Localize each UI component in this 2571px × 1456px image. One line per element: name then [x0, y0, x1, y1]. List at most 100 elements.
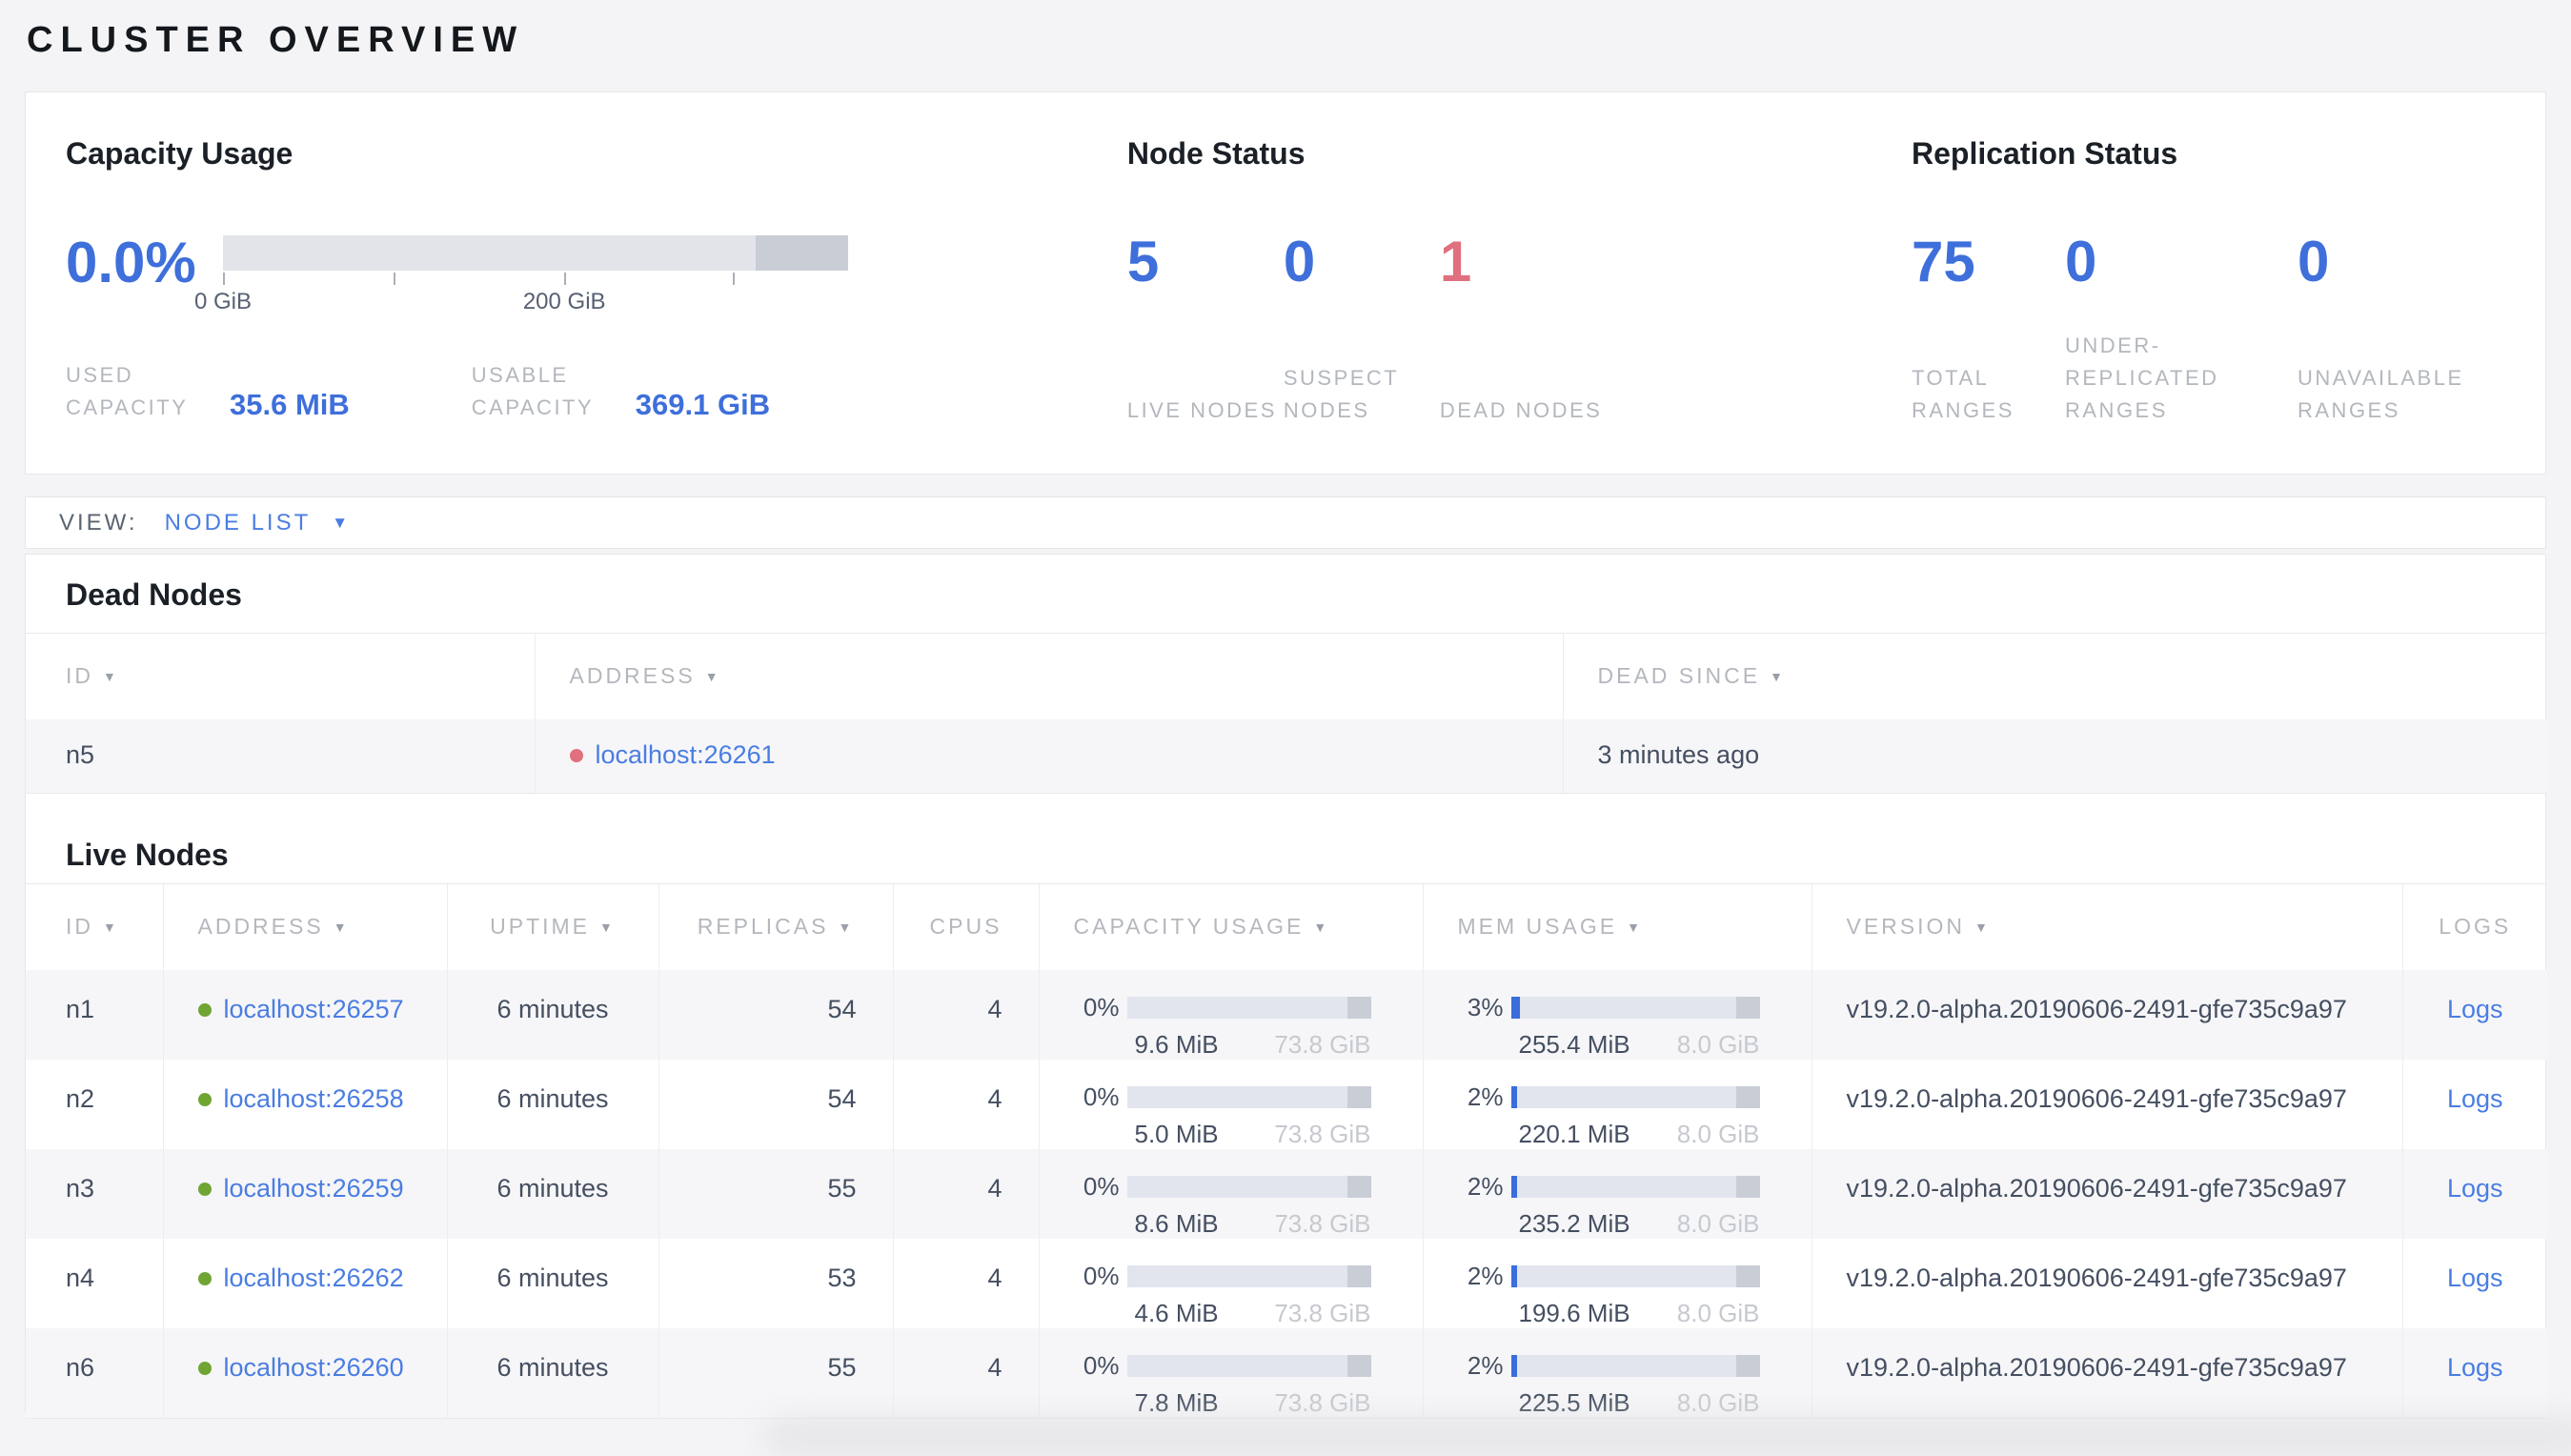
sort-arrow-icon: ▼ — [704, 669, 721, 685]
sort-arrow-icon: ▼ — [1313, 920, 1330, 936]
live-col-logs[interactable]: LOGS — [2401, 883, 2547, 970]
chevron-down-icon[interactable]: ▼ — [332, 513, 349, 532]
sort-arrow-icon: ▼ — [333, 920, 350, 936]
usable-capacity-value: 369.1 GiB — [635, 388, 771, 421]
capacity-usage-heading: Capacity Usage — [66, 136, 294, 171]
dead-nodes-label: DEAD NODES — [1439, 398, 1603, 422]
live-col-uptime[interactable]: UPTIME ▼ — [446, 883, 658, 970]
page-title: CLUSTER OVERVIEW — [27, 20, 525, 60]
node-id: n1 — [26, 969, 163, 1060]
capacity-bar — [1126, 996, 1371, 1019]
capacity-bar — [1126, 1264, 1371, 1287]
under-replicated-count: 0 — [2065, 230, 2097, 293]
dead-col-address[interactable]: ADDRESS ▼ — [534, 633, 1563, 719]
dead-nodes-stat: 1 DEAD NODES — [1439, 230, 1630, 427]
mem-bar-dark-segment — [1735, 1085, 1760, 1108]
capacity-percent: 0% — [1083, 1171, 1120, 1201]
capacity-total-value: 73.8 GiB — [1274, 1387, 1371, 1417]
total-ranges-label: TOTAL RANGES — [1912, 366, 2014, 422]
capacity-bar-dark-segment — [1347, 996, 1371, 1019]
live-col-replicas[interactable]: REPLICAS ▼ — [658, 883, 893, 970]
tick-label-0gib: 0 GiB — [193, 289, 253, 314]
node-address-link[interactable]: localhost:26262 — [223, 1263, 404, 1292]
dead-node-row: n5 localhost:26261 3 minutes ago — [26, 718, 2547, 794]
logs-link[interactable]: Logs — [2446, 994, 2503, 1023]
view-label: VIEW: — [59, 509, 138, 536]
mem-bar — [1510, 996, 1760, 1019]
sort-arrow-icon: ▼ — [1974, 920, 1991, 936]
replication-status-section: Replication Status 75 TOTAL RANGES 0 UND… — [1912, 92, 2545, 474]
node-live-dot-icon — [197, 1092, 212, 1106]
mem-used-value: 220.1 MiB — [1518, 1119, 1630, 1148]
node-id: n2 — [66, 1083, 95, 1113]
suspect-nodes-count: 0 — [1283, 230, 1316, 293]
node-live-dot-icon — [197, 1271, 212, 1285]
live-node-row: n3 localhost:26259 6 minutes 55 4 0% 8.6… — [26, 1148, 2547, 1239]
capacity-gauge: 0 GiB 200 GiB — [194, 235, 848, 314]
live-col-version[interactable]: VERSION ▼ — [1811, 883, 2402, 970]
live-col-address[interactable]: ADDRESS ▼ — [162, 883, 447, 970]
live-col-capacity-usage[interactable]: CAPACITY USAGE ▼ — [1038, 883, 1423, 970]
mem-bar — [1510, 1085, 1760, 1108]
logs-link[interactable]: Logs — [2446, 1263, 2503, 1292]
node-uptime: 6 minutes — [446, 1327, 658, 1419]
mem-bar — [1510, 1175, 1760, 1198]
capacity-used-value: 9.6 MiB — [1134, 1029, 1219, 1059]
mem-total-value: 8.0 GiB — [1676, 1029, 1760, 1059]
logs-link[interactable]: Logs — [2446, 1173, 2503, 1203]
live-col-id[interactable]: ID ▼ — [26, 883, 163, 970]
capacity-gauge-ticks — [223, 271, 848, 285]
mem-bar — [1510, 1264, 1760, 1287]
dead-nodes-count: 1 — [1439, 230, 1472, 293]
capacity-total-value: 73.8 GiB — [1274, 1298, 1371, 1327]
mem-percent: 2% — [1467, 1261, 1504, 1290]
node-live-dot-icon — [197, 1361, 212, 1375]
mem-percent: 2% — [1467, 1082, 1504, 1111]
replication-status-heading: Replication Status — [1912, 136, 2178, 171]
capacity-total-value: 73.8 GiB — [1274, 1208, 1371, 1238]
dead-col-dead-since[interactable]: DEAD SINCE ▼ — [1562, 633, 2547, 719]
node-address-link[interactable]: localhost:26258 — [223, 1083, 404, 1113]
used-capacity-value: 35.6 MiB — [230, 388, 350, 421]
node-capacity-usage: 0% 9.6 MiB 73.8 GiB — [1038, 969, 1423, 1060]
node-cpus: 4 — [892, 969, 1039, 1060]
live-col-cpus[interactable]: CPUS — [892, 883, 1039, 970]
capacity-percent: 0% — [1083, 1082, 1120, 1111]
logs-link[interactable]: Logs — [2446, 1083, 2503, 1113]
mem-total-value: 8.0 GiB — [1676, 1119, 1760, 1148]
node-mem-usage: 2% 220.1 MiB 8.0 GiB — [1422, 1059, 1812, 1149]
capacity-gauge-dark-segment — [755, 235, 848, 271]
capacity-bar-dark-segment — [1347, 1264, 1371, 1287]
tick-label-200gib: 200 GiB — [522, 289, 606, 314]
live-nodes-stat: 5 LIVE NODES — [1127, 233, 1284, 427]
live-col-mem-usage[interactable]: MEM USAGE ▼ — [1422, 883, 1812, 970]
sort-arrow-icon: ▼ — [838, 920, 855, 936]
under-replicated-ranges-stat: 0 UNDER-REPLICATED RANGES — [2065, 230, 2298, 427]
node-address-link[interactable]: localhost:26261 — [595, 739, 776, 769]
node-address-link[interactable]: localhost:26259 — [223, 1173, 404, 1203]
dead-col-id[interactable]: ID ▼ — [26, 633, 535, 719]
mem-bar-dark-segment — [1735, 1175, 1760, 1198]
node-status-heading: Node Status — [1126, 136, 1306, 171]
node-id: n6 — [26, 1327, 163, 1419]
view-dropdown[interactable]: NODE LIST — [164, 509, 312, 536]
node-replicas: 53 — [658, 1238, 893, 1328]
mem-bar-dark-segment — [1735, 996, 1760, 1019]
mem-bar — [1510, 1354, 1760, 1377]
mem-total-value: 8.0 GiB — [1676, 1298, 1760, 1327]
mem-used-value: 235.2 MiB — [1518, 1208, 1630, 1238]
logs-link[interactable]: Logs — [2446, 1352, 2503, 1382]
dead-node-id: n5 — [26, 718, 535, 794]
live-node-row: n6 localhost:26260 6 minutes 55 4 0% 7.8… — [26, 1327, 2547, 1419]
node-capacity-usage: 0% 4.6 MiB 73.8 GiB — [1038, 1238, 1423, 1328]
mem-percent: 3% — [1467, 992, 1504, 1021]
dead-nodes-body: n5 localhost:26261 3 minutes ago — [26, 718, 2547, 794]
capacity-used-value: 4.6 MiB — [1134, 1298, 1219, 1327]
capacity-percent: 0% — [1083, 1261, 1120, 1290]
node-capacity-usage: 0% 7.8 MiB 73.8 GiB — [1038, 1327, 1423, 1419]
capacity-percent: 0% — [1083, 992, 1120, 1021]
node-address-link[interactable]: localhost:26257 — [223, 994, 404, 1023]
node-address-link[interactable]: localhost:26260 — [223, 1352, 404, 1382]
live-nodes-heading: Live Nodes — [66, 838, 229, 872]
unavailable-ranges-stat: 0 UNAVAILABLE RANGES — [2298, 233, 2545, 427]
